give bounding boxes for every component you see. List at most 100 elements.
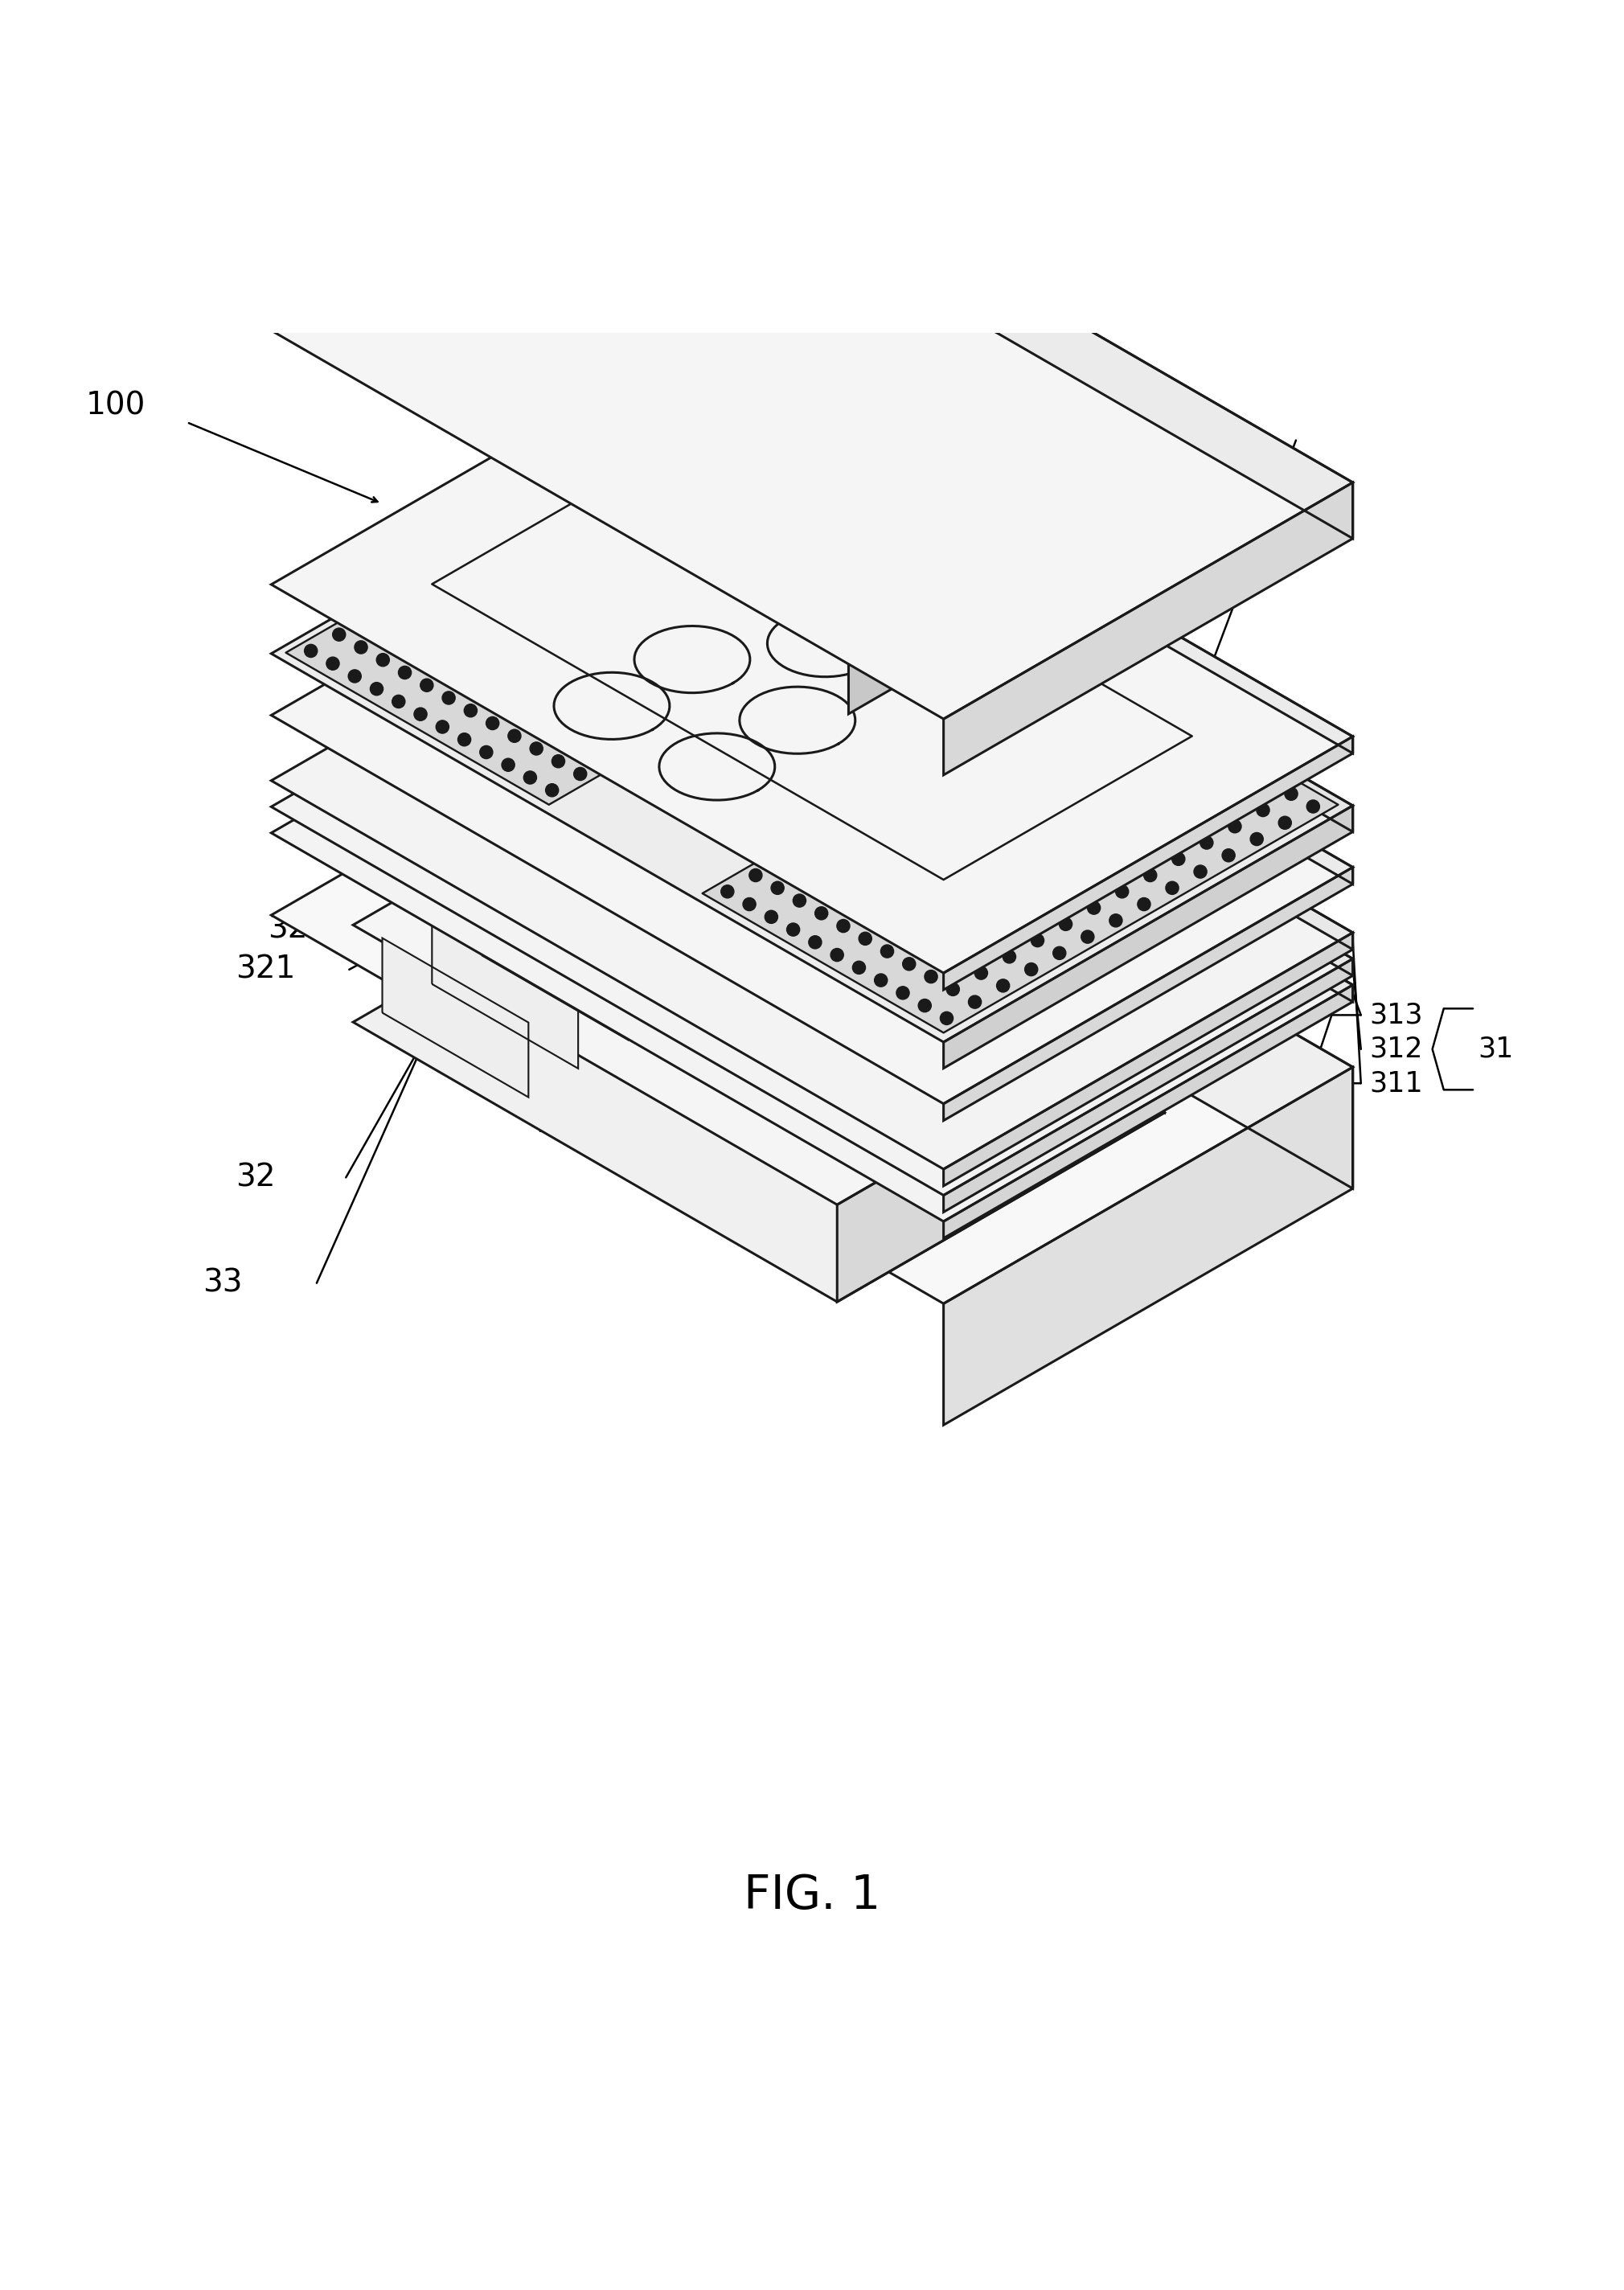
Circle shape [793,893,806,907]
Circle shape [529,742,542,756]
Circle shape [1116,884,1129,898]
Circle shape [918,998,931,1012]
Circle shape [518,572,531,584]
Polygon shape [680,348,1353,753]
Circle shape [559,497,572,511]
Circle shape [1015,893,1028,905]
Circle shape [849,861,862,875]
Circle shape [987,909,1000,921]
Circle shape [1025,735,1038,749]
Circle shape [1109,687,1122,698]
Circle shape [745,540,758,554]
Circle shape [853,962,866,973]
Circle shape [913,799,926,813]
Circle shape [562,598,575,611]
Circle shape [611,593,624,607]
Circle shape [768,554,781,568]
Circle shape [304,643,317,657]
Circle shape [646,547,659,561]
Polygon shape [271,94,1353,719]
Circle shape [1062,790,1075,802]
Circle shape [859,932,872,946]
Circle shape [476,646,490,660]
Circle shape [596,552,609,566]
Circle shape [1184,795,1197,808]
Circle shape [1234,790,1247,804]
Circle shape [1163,781,1176,795]
Circle shape [1009,921,1021,934]
Circle shape [1197,737,1210,749]
Circle shape [931,941,944,955]
Circle shape [783,595,797,609]
Circle shape [687,474,700,488]
Circle shape [947,756,960,767]
Polygon shape [702,666,1338,1033]
Circle shape [434,621,447,634]
Circle shape [398,666,411,680]
Circle shape [758,483,771,497]
Circle shape [674,531,687,545]
Circle shape [968,767,981,781]
Polygon shape [271,595,1353,1221]
Circle shape [1038,905,1051,918]
Polygon shape [271,479,1353,1104]
Circle shape [414,708,427,721]
Polygon shape [680,94,1353,538]
Circle shape [354,641,367,653]
Circle shape [1147,740,1160,753]
Circle shape [900,859,913,870]
Polygon shape [944,985,1353,1239]
Circle shape [1085,802,1098,815]
Polygon shape [944,960,1353,1211]
Circle shape [435,721,448,733]
Circle shape [721,884,734,898]
Circle shape [603,522,615,536]
Circle shape [502,758,515,772]
Circle shape [1173,852,1186,866]
Circle shape [624,536,637,550]
Circle shape [1056,818,1069,831]
Circle shape [1125,728,1138,740]
Polygon shape [531,852,677,1012]
Circle shape [762,584,775,595]
Polygon shape [944,868,1353,1120]
Circle shape [796,538,809,550]
Circle shape [724,529,737,540]
Circle shape [718,556,731,570]
Circle shape [799,866,812,877]
Circle shape [749,868,762,882]
Circle shape [812,579,825,593]
Circle shape [1093,872,1106,886]
Text: 100: 100 [86,392,146,421]
Circle shape [828,621,841,634]
Circle shape [474,547,487,559]
Text: 313: 313 [1369,1001,1423,1028]
Circle shape [825,522,838,534]
Polygon shape [944,483,1353,774]
Polygon shape [554,673,669,740]
Circle shape [1137,898,1150,911]
Circle shape [1278,815,1291,829]
Circle shape [1190,765,1203,779]
Circle shape [448,662,461,676]
Circle shape [1091,772,1104,785]
Circle shape [833,591,846,605]
Text: 3111: 3111 [1161,1202,1241,1234]
Circle shape [637,479,650,490]
Circle shape [1005,822,1018,836]
Circle shape [1194,866,1207,877]
Circle shape [684,602,697,616]
Circle shape [520,671,534,685]
Circle shape [806,609,818,621]
Circle shape [1132,698,1145,712]
Circle shape [1200,836,1213,850]
Circle shape [546,783,559,797]
Circle shape [815,907,828,921]
Circle shape [671,660,684,673]
Circle shape [326,657,339,671]
Circle shape [830,948,843,962]
Circle shape [887,916,900,930]
Circle shape [1069,760,1082,774]
Circle shape [458,733,471,747]
Circle shape [461,605,474,618]
